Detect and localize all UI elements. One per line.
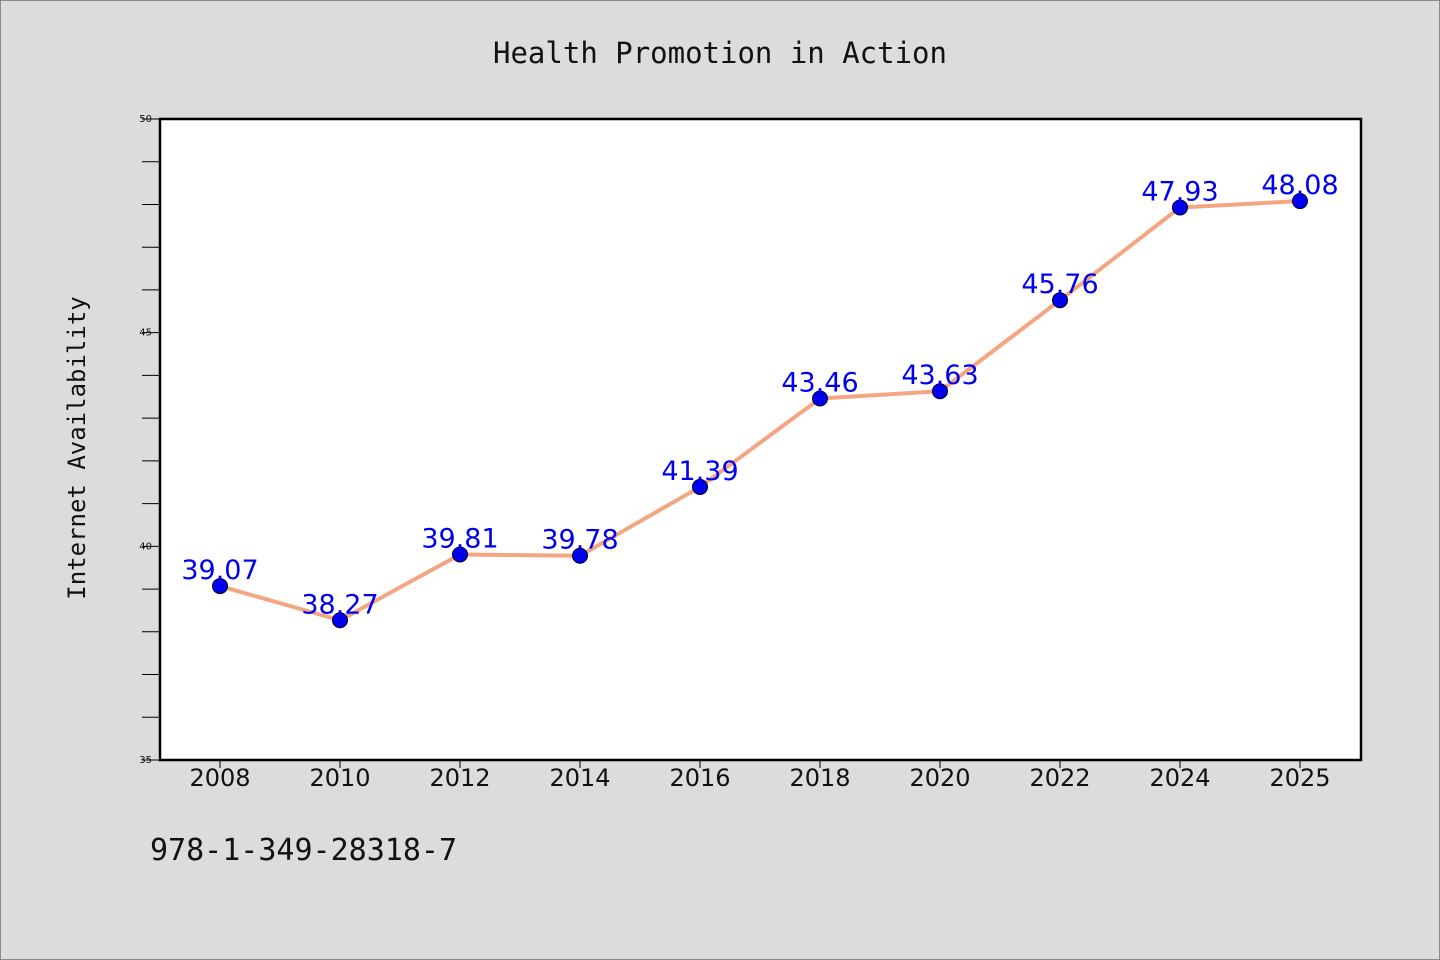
data-markers (212, 193, 1308, 629)
plot-area (158, 117, 1363, 762)
data-point (1172, 199, 1188, 216)
x-tick-label: 2016 (669, 764, 730, 792)
data-point (1292, 193, 1308, 210)
data-label: 39.81 (421, 523, 498, 554)
x-tick-label: 2018 (789, 764, 850, 792)
x-axis-ticks: 2008 2010 2012 2014 2016 2018 2020 2022 2024 2025 (189, 760, 1331, 792)
data-label: 38.27 (301, 589, 378, 620)
x-tick-label: 2014 (549, 764, 610, 792)
data-point (1052, 292, 1068, 309)
x-tick-label: 2024 (1149, 764, 1210, 792)
y-tick-label: 45 (139, 328, 152, 339)
data-point (692, 478, 708, 495)
data-point (452, 546, 468, 563)
data-label: 39.07 (181, 555, 258, 586)
chart-title: Health Promotion in Action (493, 36, 947, 70)
data-label: 45.76 (1021, 269, 1098, 300)
y-axis-ticks: 35 40 45 50 (139, 114, 160, 766)
y-axis-label: Internet Availability (63, 296, 91, 599)
x-tick-label: 2008 (189, 764, 250, 792)
footer-code: 978-1-349-28318-7 (150, 833, 458, 868)
y-tick-label: 35 (139, 755, 152, 766)
data-point (932, 383, 948, 400)
series-line-group (218, 199, 1302, 623)
data-label: 43.46 (781, 367, 858, 398)
data-point (332, 612, 348, 629)
data-label: 47.93 (1141, 176, 1218, 207)
data-label: 43.63 (901, 360, 978, 391)
data-value-labels: 39.07 38.27 39.81 39.78 41.39 43.46 43.63 45.76… (181, 170, 1338, 620)
data-label: 41.39 (661, 456, 738, 487)
series-line (218, 199, 1302, 623)
y-tick-label: 40 (139, 541, 152, 552)
x-tick-label: 2025 (1269, 764, 1330, 792)
data-label: 48.08 (1261, 170, 1338, 201)
x-tick-label: 2020 (909, 764, 970, 792)
x-tick-label: 2022 (1029, 764, 1090, 792)
data-point (812, 390, 828, 407)
data-point (212, 578, 228, 595)
x-tick-label: 2012 (429, 764, 490, 792)
x-tick-label: 2010 (309, 764, 370, 792)
data-label: 39.78 (541, 525, 618, 556)
y-tick-label: 50 (139, 114, 152, 125)
data-point (572, 547, 588, 564)
